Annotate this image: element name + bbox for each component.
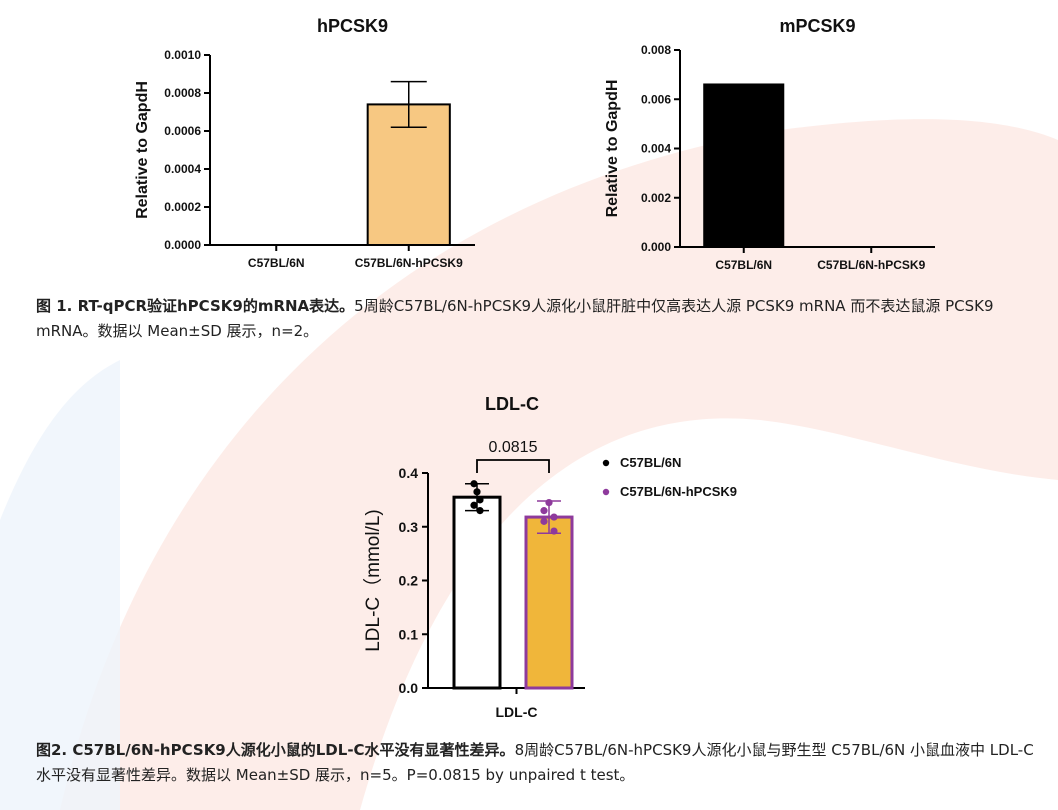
data-point (540, 517, 548, 525)
y-tick-label: 0.0000 (164, 238, 201, 252)
data-point (545, 498, 553, 507)
y-axis-label: Relative to GapdH (604, 80, 621, 218)
y-tick-label: 0.0010 (164, 48, 201, 62)
data-point (540, 507, 548, 515)
x-tick-label: C57BL/6N (715, 258, 772, 272)
y-tick-label: 0.002 (641, 191, 671, 205)
y-tick-label: 0.0 (399, 680, 419, 696)
y-tick-label: 0.006 (641, 92, 671, 106)
p-value-label: 0.0815 (489, 439, 538, 456)
y-tick-label: 0.0008 (164, 86, 201, 100)
y-tick-label: 0.4 (399, 465, 419, 481)
data-point (476, 507, 484, 515)
y-axis-label: Relative to GapdH (134, 81, 151, 219)
mpcsk9-chart: mPCSK9 Relative to GapdH 0.000 0.002 0.004 0.… (604, 16, 935, 272)
data-point (473, 488, 481, 496)
chart-title: hPCSK9 (317, 16, 388, 36)
y-tick-label: 0.3 (399, 519, 419, 535)
y-tick-label: 0.0006 (164, 124, 201, 138)
data-point (470, 480, 478, 488)
figure-1-caption: 图 1. RT-qPCR验证hPCSK9的mRNA表达。5周龄C57BL/6N-… (36, 294, 1036, 344)
y-tick-label: 0.2 (399, 573, 419, 589)
figure-2-caption-title: 图2. C57BL/6N-hPCSK9人源化小鼠的LDL-C水平没有显著性差异。 (36, 741, 515, 759)
figure-1-caption-text: 5周龄C57BL/6N-hPCSK9人源化小鼠肝脏中仅高表达人源 PCSK9 m… (36, 297, 994, 340)
significance-bracket (476, 459, 550, 473)
figure-1-caption-title: 图 1. RT-qPCR验证hPCSK9的mRNA表达。 (36, 297, 355, 315)
legend-label: C57BL/6N (620, 455, 681, 470)
background-arc-blue (0, 360, 120, 810)
data-point (550, 513, 558, 521)
background-arc (60, 119, 1058, 810)
y-axis-label: LDL-C（mmol/L) (362, 509, 384, 652)
y-tick-label: 0.004 (641, 142, 671, 156)
chart-title: LDL-C (485, 394, 539, 414)
legend-marker (602, 459, 610, 467)
legend-label: C57BL/6N-hPCSK9 (620, 484, 737, 499)
y-tick-label: 0.000 (641, 240, 671, 254)
y-tick-label: 0.0004 (164, 162, 201, 176)
figure-2-caption-text: 8周龄C57BL/6N-hPCSK9人源化小鼠与野生型 C57BL/6N 小鼠血… (36, 741, 1034, 784)
figure-2-caption: 图2. C57BL/6N-hPCSK9人源化小鼠的LDL-C水平没有显著性差异。… (36, 738, 1036, 788)
y-tick-label: 0.0002 (164, 200, 201, 214)
data-point (476, 496, 484, 504)
legend-marker (602, 488, 610, 496)
hpcsk9-chart: hPCSK9 Relative to GapdH 0.0000 0.0002 0.000… (134, 16, 475, 270)
x-tick-label: C57BL/6N (248, 256, 305, 270)
data-point (550, 527, 558, 535)
bar-c57bl-6n (703, 83, 785, 248)
x-tick-label: LDL-C (496, 704, 538, 720)
x-tick-label: C57BL/6N-hPCSK9 (355, 256, 463, 270)
data-point (470, 501, 478, 509)
bar-c57bl-6n (452, 495, 502, 690)
y-tick-label: 0.008 (641, 43, 671, 57)
x-tick-label: C57BL/6N-hPCSK9 (817, 258, 925, 272)
y-tick-label: 0.1 (399, 626, 419, 642)
chart-title: mPCSK9 (779, 16, 855, 36)
ldl-c-chart: LDL-C LDL-C（mmol/L) 0.0 0.1 0.2 0.3 0.4 LDL-C 0.… (362, 394, 737, 720)
bar-c57bl-6n-hpcsk9 (524, 515, 574, 690)
